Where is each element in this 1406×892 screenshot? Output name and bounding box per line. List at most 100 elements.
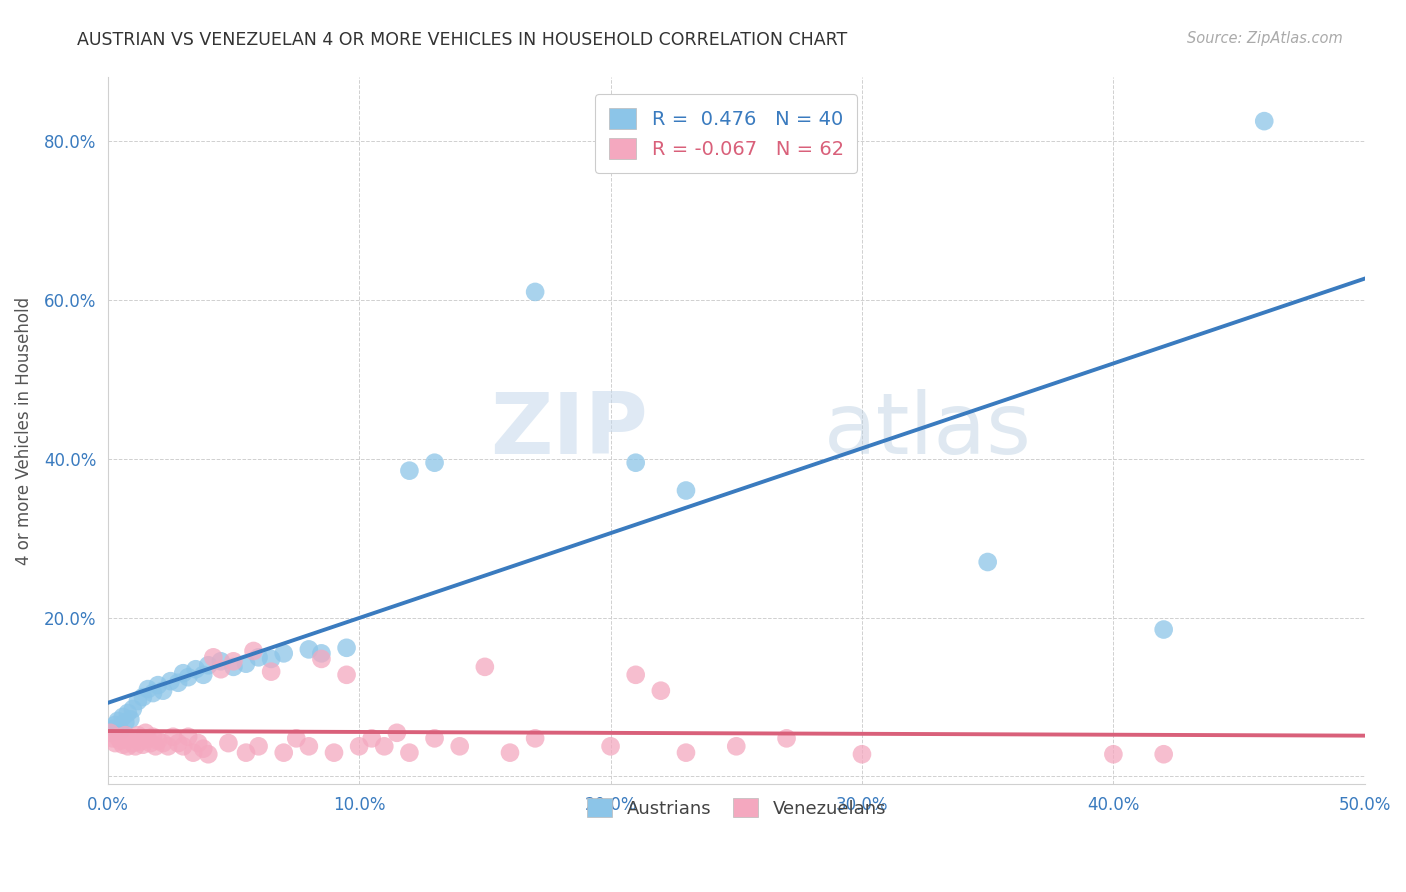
Point: [120, 712, 142, 726]
Point: [159, 674, 181, 689]
Point: [976, 555, 998, 569]
Point: [624, 456, 647, 470]
Legend: Austrians, Venezuelans: Austrians, Venezuelans: [579, 790, 893, 825]
Point: [152, 736, 174, 750]
Point: [98, 726, 121, 740]
Point: [127, 728, 149, 742]
Point: [139, 736, 162, 750]
Point: [152, 683, 174, 698]
Point: [360, 731, 382, 746]
Point: [247, 739, 270, 754]
Point: [107, 714, 129, 728]
Point: [104, 736, 127, 750]
Point: [285, 731, 308, 746]
Point: [423, 456, 446, 470]
Point: [1253, 114, 1275, 128]
Point: [146, 733, 169, 747]
Point: [260, 652, 283, 666]
Point: [1153, 747, 1175, 762]
Point: [187, 736, 209, 750]
Point: [335, 668, 357, 682]
Point: [193, 668, 215, 682]
Point: [235, 657, 257, 671]
Point: [650, 683, 672, 698]
Point: [101, 722, 124, 736]
Point: [235, 746, 257, 760]
Point: [181, 746, 204, 760]
Text: Source: ZipAtlas.com: Source: ZipAtlas.com: [1187, 31, 1343, 46]
Point: [599, 739, 621, 754]
Point: [675, 483, 697, 498]
Point: [142, 730, 165, 744]
Point: [449, 739, 471, 754]
Point: [273, 746, 295, 760]
Point: [146, 678, 169, 692]
Point: [725, 739, 748, 754]
Point: [136, 682, 159, 697]
Point: [260, 665, 283, 679]
Point: [107, 730, 129, 744]
Point: [121, 702, 143, 716]
Point: [124, 739, 146, 754]
Point: [222, 654, 245, 668]
Point: [775, 731, 797, 746]
Point: [114, 715, 136, 730]
Point: [162, 730, 184, 744]
Point: [167, 675, 190, 690]
Point: [311, 652, 333, 666]
Point: [209, 662, 232, 676]
Point: [111, 710, 134, 724]
Point: [398, 464, 420, 478]
Point: [157, 739, 180, 754]
Point: [209, 654, 232, 668]
Point: [172, 739, 194, 754]
Point: [120, 731, 142, 746]
Point: [121, 736, 143, 750]
Point: [101, 731, 124, 746]
Point: [177, 730, 200, 744]
Point: [98, 726, 121, 740]
Point: [335, 640, 357, 655]
Point: [172, 666, 194, 681]
Point: [499, 746, 522, 760]
Point: [145, 739, 167, 754]
Point: [624, 668, 647, 682]
Point: [184, 662, 207, 676]
Point: [193, 741, 215, 756]
Point: [347, 739, 370, 754]
Point: [129, 734, 152, 748]
Point: [117, 739, 139, 754]
Point: [114, 728, 136, 742]
Point: [298, 642, 321, 657]
Point: [132, 738, 155, 752]
Point: [222, 660, 245, 674]
Point: [132, 690, 155, 704]
Point: [1153, 623, 1175, 637]
Y-axis label: 4 or more Vehicles in Household: 4 or more Vehicles in Household: [15, 297, 32, 565]
Point: [104, 718, 127, 732]
Point: [398, 746, 420, 760]
Point: [127, 694, 149, 708]
Point: [273, 646, 295, 660]
Point: [197, 747, 219, 762]
Point: [197, 658, 219, 673]
Point: [111, 738, 134, 752]
Point: [177, 670, 200, 684]
Point: [167, 736, 190, 750]
Point: [217, 736, 239, 750]
Point: [1102, 747, 1125, 762]
Point: [117, 706, 139, 720]
Point: [851, 747, 873, 762]
Point: [385, 726, 408, 740]
Point: [298, 739, 321, 754]
Point: [110, 733, 132, 747]
Text: ZIP: ZIP: [491, 390, 648, 473]
Point: [675, 746, 697, 760]
Point: [247, 650, 270, 665]
Point: [323, 746, 346, 760]
Point: [110, 723, 132, 738]
Text: AUSTRIAN VS VENEZUELAN 4 OR MORE VEHICLES IN HOUSEHOLD CORRELATION CHART: AUSTRIAN VS VENEZUELAN 4 OR MORE VEHICLE…: [77, 31, 848, 49]
Text: atlas: atlas: [824, 390, 1032, 473]
Point: [474, 660, 496, 674]
Point: [524, 285, 547, 299]
